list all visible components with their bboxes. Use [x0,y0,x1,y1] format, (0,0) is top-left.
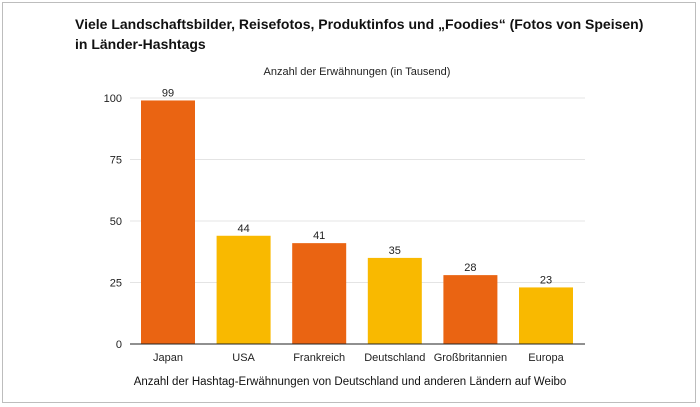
x-tick-label: USA [232,352,255,364]
y-tick-label: 50 [110,216,122,228]
chart-title-line-2: in Länder-Hashtags [75,36,206,52]
chart-frame [2,2,696,403]
x-tick-label: Deutschland [364,352,425,364]
x-tick-label: Frankreich [293,352,345,364]
y-tick-label: 0 [116,339,122,351]
y-tick-label: 75 [110,155,122,167]
data-label: 99 [162,87,174,99]
data-labels: 99 44 41 35 28 23 [162,87,552,286]
data-label: 23 [540,274,552,286]
grid-layer [130,97,585,283]
y-axis-ticks: 0 25 50 75 100 [104,93,122,351]
chart-title: Viele Landschaftsbilder, Reisefotos, Pro… [75,14,675,54]
bar-usa [216,235,271,344]
x-tick-label: Europa [528,352,564,364]
data-label: 44 [237,223,249,235]
y-tick-label: 100 [104,93,122,105]
x-tick-label: Großbritannien [434,352,507,364]
chart-subtitle: Anzahl der Erwähnungen (in Tausend) [264,66,451,78]
data-label: 28 [464,262,476,274]
y-tick-label: 25 [110,278,122,290]
x-tick-label: Japan [153,352,183,364]
chart-title-line-1: Viele Landschaftsbilder, Reisefotos, Pro… [75,16,644,32]
data-label: 41 [313,230,325,242]
data-label: 35 [389,245,401,257]
bar-deutschland [367,257,422,344]
x-axis-ticks: Japan USA Frankreich Deutschland Großbritann… [153,352,565,364]
bar-frankreich [292,243,347,344]
chart-caption: Anzahl der Hashtag-Erwähnungen von Deuts… [133,376,567,388]
bar-japan [141,100,195,345]
bar-europa [519,287,573,344]
bars [141,100,573,345]
bar-großbritannien [443,275,498,344]
